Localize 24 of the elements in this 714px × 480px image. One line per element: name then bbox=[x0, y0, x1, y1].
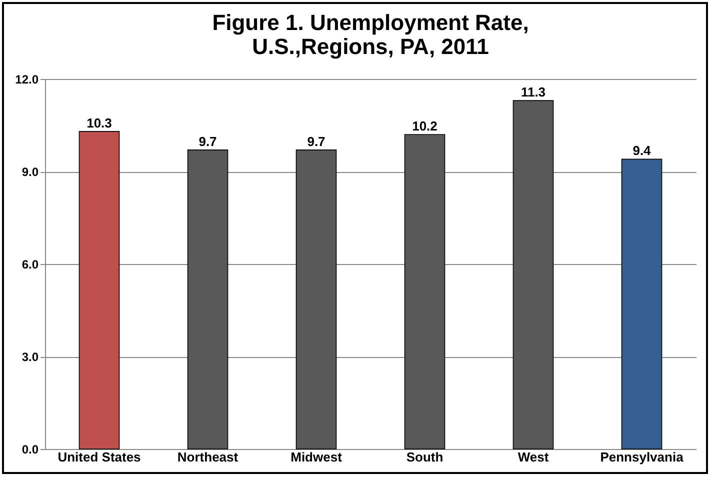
y-tick-label: 3.0 bbox=[22, 350, 39, 364]
y-tick-label: 6.0 bbox=[22, 258, 39, 272]
y-tick-label: 0.0 bbox=[22, 442, 39, 456]
bar bbox=[187, 150, 228, 450]
x-tick-label: United States bbox=[58, 450, 141, 464]
data-label: 10.3 bbox=[86, 115, 112, 130]
bar bbox=[296, 150, 337, 450]
bar bbox=[404, 134, 446, 450]
x-tick-label: Northeast bbox=[177, 450, 239, 464]
y-tick-label: 12.0 bbox=[15, 72, 39, 86]
data-label: 9.7 bbox=[198, 134, 217, 149]
data-label: 10.2 bbox=[412, 118, 438, 134]
x-tick-label: Midwest bbox=[290, 450, 343, 464]
data-label: 9.7 bbox=[307, 134, 326, 149]
bar bbox=[621, 158, 662, 450]
data-label: 11.3 bbox=[520, 84, 546, 100]
chart-title: Figure 1. Unemployment Rate, U.S.,Regions, PA, 2011 bbox=[212, 10, 529, 59]
data-label: 9.4 bbox=[632, 143, 652, 158]
bar bbox=[512, 100, 554, 450]
x-tick-label: West bbox=[518, 450, 550, 464]
bar bbox=[78, 131, 120, 450]
x-tick-label: South bbox=[406, 450, 444, 464]
y-tick-label: 9.0 bbox=[22, 165, 39, 179]
x-tick-label: Pennsylvania bbox=[600, 450, 684, 464]
